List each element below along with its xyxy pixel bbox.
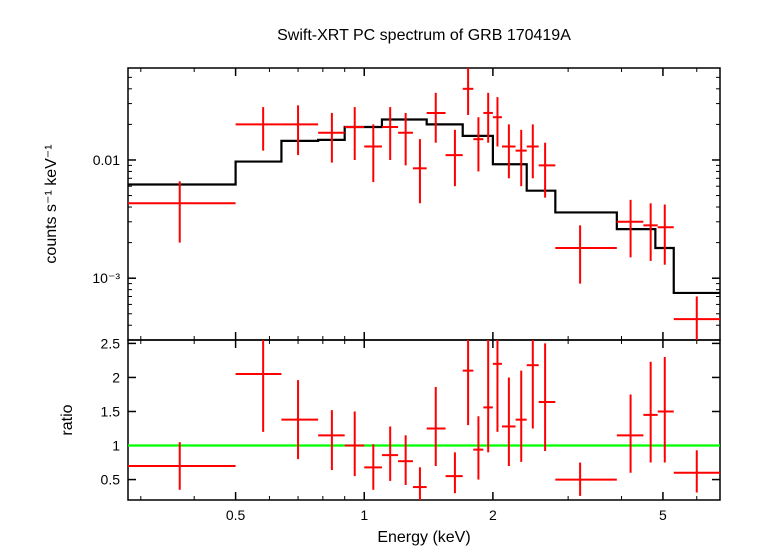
x-tick-label: 2: [489, 507, 497, 523]
chart-title: Swift-XRT PC spectrum of GRB 170419A: [277, 27, 571, 44]
y-bottom-tick-label: 2.5: [101, 335, 121, 351]
x-tick-label: 5: [659, 507, 667, 523]
x-tick-label: 0.5: [226, 507, 246, 523]
y-bottom-axis-label: ratio: [59, 404, 76, 435]
y-top-tick-label: 10⁻³: [92, 270, 120, 286]
x-axis-label: Energy (keV): [377, 529, 470, 546]
y-top-tick-label: 0.01: [93, 152, 120, 168]
spectrum-chart: Swift-XRT PC spectrum of GRB 170419A 0.5 1…: [0, 0, 758, 556]
y-bottom-tick-label: 1.5: [101, 403, 121, 419]
y-bottom-tick-label: 2: [112, 369, 120, 385]
y-top-axis-label: counts s⁻¹ keV⁻¹: [43, 144, 60, 263]
y-bottom-tick-label: 1: [112, 438, 120, 454]
x-tick-label: 1: [360, 507, 368, 523]
y-bottom-tick-label: 0.5: [101, 472, 121, 488]
chart-svg: Swift-XRT PC spectrum of GRB 170419A 0.5 1…: [0, 0, 758, 556]
